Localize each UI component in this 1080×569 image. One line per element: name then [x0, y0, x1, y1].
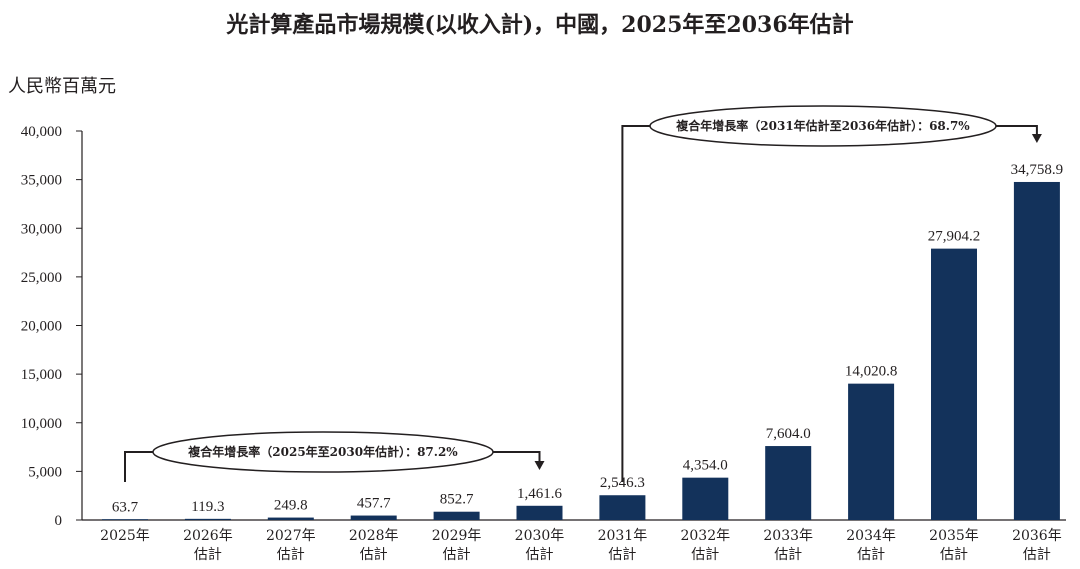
data-label: 7,604.0: [766, 426, 811, 442]
cagr-label: 複合年增長率（2031年估計至2036年估計）：68.7%: [675, 118, 970, 133]
x-tick-label-sub: 估計: [774, 547, 802, 563]
bar: [516, 505, 563, 520]
x-tick-label-sub: 估計: [443, 547, 471, 563]
x-tick-label: 2031年: [598, 528, 648, 544]
bar: [350, 515, 397, 520]
x-tick-label-sub: 估計: [608, 547, 636, 563]
data-label: 1,461.6: [517, 486, 563, 502]
data-label: 119.3: [191, 499, 224, 515]
cagr-label: 複合年增長率（2025年至2030年估計）：87.2%: [187, 444, 458, 459]
y-tick-label: 40,000: [21, 124, 62, 140]
x-tick-label-sub: 估計: [857, 547, 885, 563]
data-label: 457.7: [357, 496, 391, 512]
bar: [599, 495, 646, 520]
x-tick-label-sub: 估計: [277, 547, 305, 563]
bar: [1013, 181, 1060, 520]
arrow-head-icon: [534, 461, 545, 470]
x-tick-label: 2028年: [349, 528, 399, 544]
y-tick-label: 0: [55, 513, 63, 529]
y-tick-label: 20,000: [21, 319, 62, 335]
y-tick-label: 30,000: [21, 221, 62, 237]
y-tick-label: 15,000: [21, 367, 62, 383]
chart-title: 光計算產品市場規模(以收入計)，中國，2025年至2036年估計: [225, 12, 853, 38]
x-tick-label: 2036年: [1012, 528, 1062, 544]
data-label: 2,546.3: [600, 475, 645, 491]
bar: [682, 477, 729, 520]
x-tick-label: 2035年: [929, 528, 979, 544]
x-tick-label-sub: 估計: [526, 547, 554, 563]
y-tick-label: 25,000: [21, 270, 62, 286]
x-tick-label: 2025年: [100, 528, 150, 544]
bar: [433, 511, 480, 520]
x-tick-label-sub: 估計: [940, 547, 968, 563]
bar: [848, 383, 895, 520]
data-label: 14,020.8: [845, 364, 898, 380]
x-tick-label-sub: 估計: [1023, 547, 1051, 563]
data-label: 34,758.9: [1011, 162, 1064, 178]
bar: [765, 446, 812, 520]
data-label: 249.8: [274, 498, 308, 514]
x-tick-label: 2030年: [515, 528, 565, 544]
x-tick-label: 2032年: [680, 528, 730, 544]
y-axis-label: 人民幣百萬元: [8, 76, 116, 97]
x-tick-label: 2026年: [183, 528, 233, 544]
data-label: 63.7: [112, 499, 139, 515]
y-tick-label: 35,000: [21, 173, 62, 189]
cagr-connector: [124, 451, 541, 482]
x-tick-label: 2034年: [846, 528, 896, 544]
cagr-ellipse: [152, 431, 494, 473]
bar: [931, 248, 977, 520]
cagr-connector: [621, 125, 1038, 482]
arrow-head-icon: [1031, 134, 1042, 143]
data-label: 27,904.2: [928, 229, 981, 245]
data-label: 4,354.0: [683, 458, 728, 474]
x-tick-label-sub: 估計: [360, 547, 388, 563]
y-tick-label: 10,000: [21, 416, 62, 432]
bar: [102, 519, 148, 520]
y-tick-label: 5,000: [28, 464, 62, 480]
x-tick-label: 2027年: [266, 528, 316, 544]
axes: 0 5,000 10,000 15,000 20,000 25,000 30,000 35,0…: [21, 124, 1066, 529]
bar: [184, 518, 231, 520]
x-tick-label-sub: 估計: [194, 547, 222, 563]
cagr-ellipse: [649, 105, 997, 147]
cagr-annotations: 複合年增長率（2025年至2030年估計）：87.2% 複合年增長率（2031年估…: [124, 105, 1042, 482]
x-tick-label-sub: 估計: [691, 547, 719, 563]
data-label: 852.7: [440, 492, 474, 508]
x-tick-label: 2029年: [432, 528, 482, 544]
x-tick-label: 2033年: [763, 528, 813, 544]
bar: [267, 517, 314, 520]
